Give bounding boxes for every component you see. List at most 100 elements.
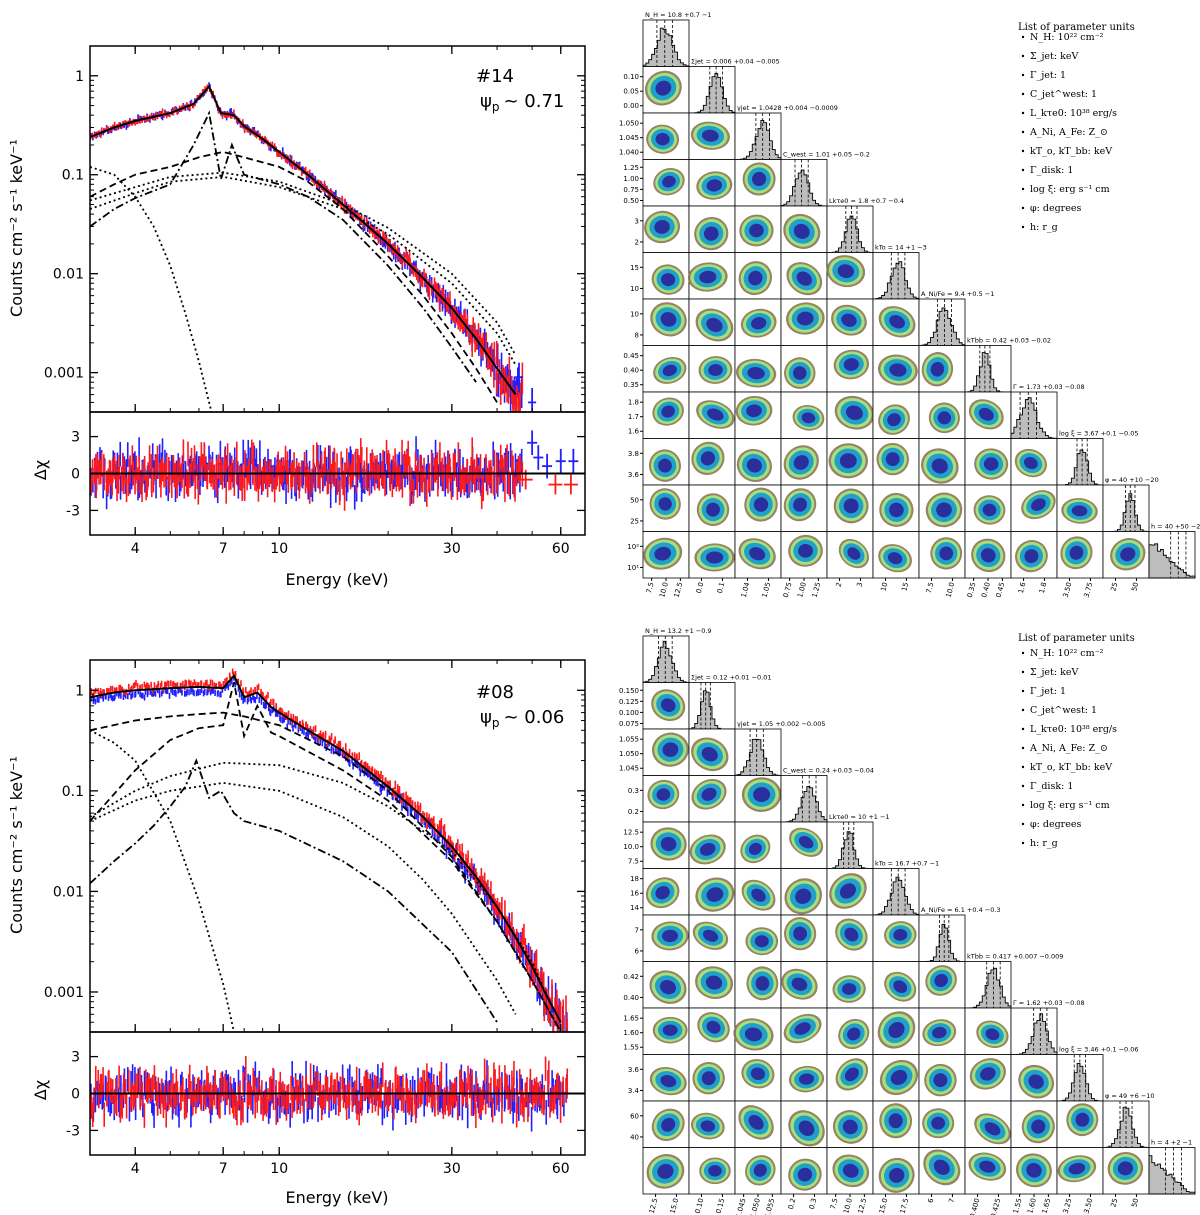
psi-value: ~ 0.71 — [504, 91, 565, 112]
contour-cell — [642, 961, 690, 1009]
corner-x-tick-label: 25 — [1109, 581, 1119, 592]
corner-x-tick-label: 1.65 — [1041, 1197, 1053, 1214]
data-points — [90, 668, 569, 1032]
histogram-bars — [872, 876, 920, 916]
bullet — [1021, 651, 1025, 655]
contour-group — [838, 1018, 870, 1050]
parameter-title: N_H = 13.2 +1 −0.9 — [645, 627, 712, 635]
contour-group — [784, 357, 816, 389]
corner-y-tick-label: 1.8 — [628, 399, 639, 407]
corner-x-tick-label: 0.2 — [787, 1197, 798, 1210]
contour-1sigma — [845, 405, 863, 420]
contour-group — [741, 879, 776, 911]
corner-y-tick-label: 25 — [630, 517, 639, 525]
contour-1sigma — [793, 926, 808, 941]
parameter-title: Σjet = 0.006 +0.04 −0.005 — [691, 58, 780, 66]
corner-y-tick-label: 10² — [627, 543, 639, 551]
contour-1sigma — [887, 552, 903, 565]
contour-cell — [872, 484, 920, 532]
contour-group — [1015, 1153, 1052, 1188]
corner-y-tick-label: 7 — [635, 926, 639, 934]
unit-item: C_jet^west: 1 — [1030, 89, 1097, 100]
bullet — [1021, 746, 1025, 750]
corner-x-tick-label: 2 — [835, 581, 844, 587]
contour-1sigma — [748, 842, 762, 855]
contour-cell — [734, 205, 782, 253]
contour-group — [788, 534, 823, 567]
contour-group — [651, 264, 685, 295]
contour-cell — [964, 1100, 1012, 1148]
corner-y-tick-label: 1.045 — [619, 134, 639, 142]
contour-cell — [826, 1007, 874, 1055]
x-axis-label: Energy (keV) — [285, 1188, 388, 1207]
contour-1sigma — [847, 1027, 861, 1041]
contour-group — [694, 543, 735, 572]
contour-1sigma — [798, 836, 814, 849]
contour-cell — [642, 531, 690, 579]
contour-group — [833, 349, 870, 380]
contour-1sigma — [661, 1117, 676, 1132]
corner-x-tick-label: 0.45 — [995, 581, 1007, 598]
contour-cell — [642, 205, 690, 253]
contour-group — [974, 1113, 1011, 1145]
contour-cell — [642, 391, 690, 439]
y-tick-label: 0.01 — [53, 267, 84, 283]
corner-x-tick-label: 0.10 — [694, 1197, 706, 1214]
histogram-bars — [1010, 397, 1058, 439]
contour-group — [784, 917, 817, 951]
contour-cell — [688, 205, 736, 253]
corner-y-tick-label: 1.55 — [623, 1044, 639, 1052]
contour-cell — [964, 391, 1012, 439]
contour-1sigma — [939, 546, 954, 561]
contour-1sigma — [661, 273, 676, 287]
corner-x-tick-label: 0.35 — [966, 581, 978, 598]
contour-cell — [688, 438, 736, 486]
contour-cell — [687, 252, 736, 300]
contour-cell — [1056, 1100, 1104, 1148]
x-tick-label: 10 — [270, 541, 288, 557]
contour-group — [968, 399, 1004, 430]
y-tick-label: 0.1 — [62, 168, 84, 184]
contour-cell — [918, 1007, 966, 1055]
contour-1sigma — [796, 271, 812, 286]
x-tick-label: 60 — [552, 541, 570, 557]
corner-y-tick-label: 1.045 — [619, 765, 639, 773]
bullet — [1021, 784, 1025, 788]
histogram-cell — [780, 159, 828, 207]
unit-item: N_H: 10²² cm⁻² — [1030, 32, 1104, 43]
unit-item: L_kτe0: 10³⁸ erg/s — [1030, 108, 1117, 119]
contour-1sigma — [791, 977, 808, 991]
contour-1sigma — [655, 132, 670, 146]
contour-cell — [826, 1054, 874, 1102]
contour-cell — [1010, 1054, 1058, 1102]
contour-1sigma — [798, 1073, 815, 1085]
contour-1sigma — [662, 1024, 678, 1036]
corner-y-tick-label: 0.50 — [623, 197, 639, 205]
contour-1sigma — [793, 223, 810, 239]
histogram-cell — [780, 775, 828, 823]
contour-1sigma — [703, 226, 719, 241]
contour-1sigma — [931, 1116, 946, 1130]
corner-y-tick-label: 0.150 — [619, 687, 639, 695]
contour-cell — [734, 298, 782, 346]
contour-1sigma — [660, 836, 677, 852]
histogram-cell — [826, 821, 874, 869]
contour-group — [788, 1065, 825, 1093]
contour-cell — [780, 914, 828, 962]
contour-cell — [642, 821, 690, 869]
contour-group — [783, 1013, 822, 1044]
contour-1sigma — [795, 888, 812, 905]
histogram-cell — [964, 961, 1012, 1009]
contour-group — [878, 1157, 915, 1193]
bullet — [1021, 765, 1025, 769]
contour-cell — [826, 1147, 874, 1195]
corner-x-tick-label: 10.0 — [945, 581, 957, 598]
bullet — [1021, 111, 1025, 115]
residual-points — [90, 430, 585, 511]
contour-cell — [688, 112, 736, 160]
corner-y-tick-label: 10 — [630, 285, 639, 293]
parameter-title: φ = 40 +10 −20 — [1105, 476, 1159, 484]
unit-item: log ξ: erg s⁻¹ cm — [1030, 800, 1110, 811]
psi-value: ~ 0.06 — [504, 707, 565, 728]
contour-group — [649, 970, 687, 1004]
